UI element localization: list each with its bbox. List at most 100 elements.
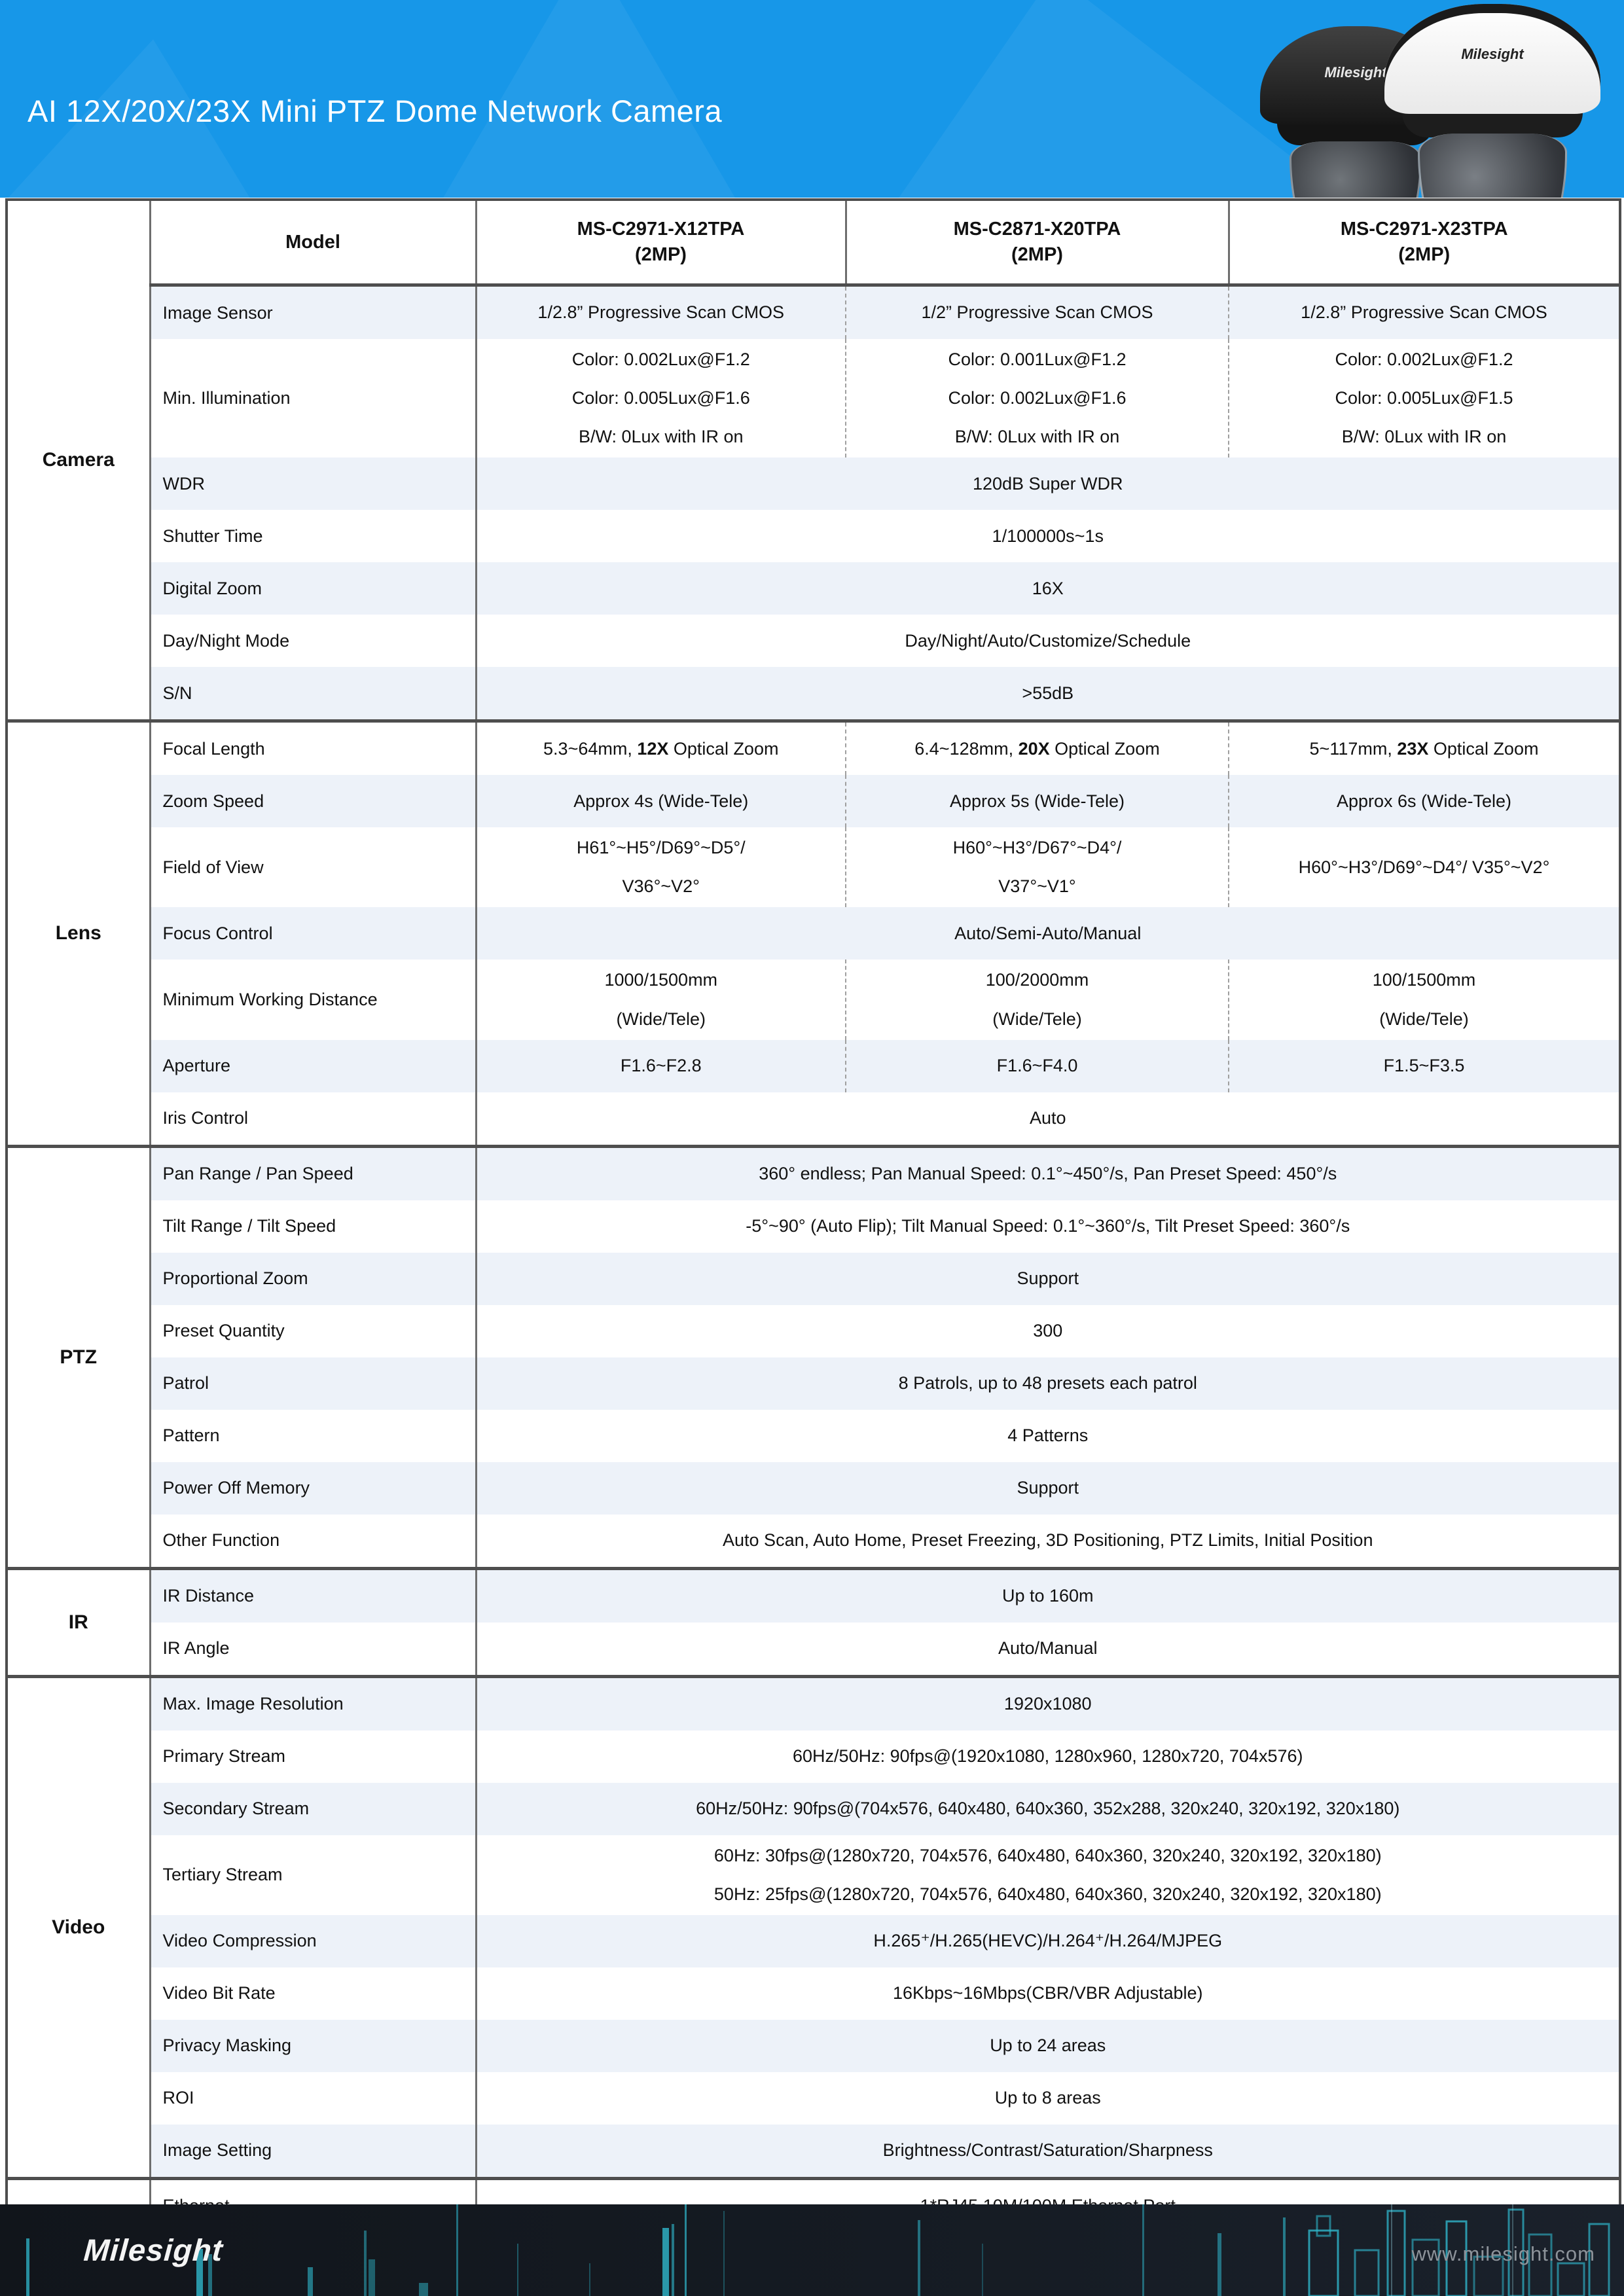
spec-row: Shutter Time 1/100000s~1s [7, 510, 1620, 563]
spec-value-cell: >55dB [476, 667, 1620, 721]
spec-label-cell: Power Off Memory [150, 1462, 477, 1515]
spec-value-cell: 120dB Super WDR [476, 457, 1620, 511]
spec-value-cell-model-3: H60°~H3°/D69°~D4°/ V35°~V2° [1228, 827, 1620, 908]
product-image: Milesight Milesight [1260, 4, 1600, 198]
spec-label-cell: Max. Image Resolution [150, 1674, 477, 1731]
spec-label-cell: IR Angle [150, 1622, 477, 1677]
spec-row: Tilt Range / Tilt Speed -5°~90° (Auto Fli… [7, 1200, 1620, 1253]
spec-value-cell-model-2: Color: 0.001Lux@F1.2 Color: 0.002Lux@F1.6… [845, 339, 1229, 458]
spec-label-cell: Privacy Masking [150, 2019, 477, 2072]
spec-label-cell: WDR [150, 457, 477, 511]
spec-row: Video Bit Rate 16Kbps~16Mbps(CBR/VBR Adju… [7, 1967, 1620, 2020]
spec-row: Tertiary Stream 60Hz: 30fps@(1280x720, 70… [7, 1835, 1620, 1915]
spec-value-cell: 300 [1033, 1321, 1063, 1341]
spec-value-cell-model-1: 1000/1500mm (Wide/Tele) [604, 970, 718, 1029]
camera-dome [1290, 141, 1422, 198]
spec-row: Patrol 8 Patrols, up to 48 presets each p… [7, 1357, 1620, 1410]
spec-value-cell-model-3: Color: 0.002Lux@F1.2 Color: 0.005Lux@F1.5… [1228, 339, 1620, 458]
spec-row: Pattern 4 Patterns [7, 1409, 1620, 1462]
spec-row: S/N >55dB [7, 667, 1620, 721]
category-cell-camera: Camera [7, 200, 151, 721]
spec-row: Video Compression H.265⁺/H.265(HEVC)/H.26… [7, 1914, 1620, 1967]
category-cell-lens: Lens [7, 719, 151, 1147]
spec-label-cell: Minimum Working Distance [150, 960, 477, 1040]
spec-label-cell: Video Compression [150, 1914, 477, 1967]
spec-value-cell-model-3: 1/2.8” Progressive Scan CMOS [1228, 283, 1620, 339]
spec-label-cell: Min. Illumination [150, 339, 477, 458]
spec-value-cell: Auto Scan, Auto Home, Preset Freezing, 3… [723, 1530, 1373, 1551]
spec-value-cell-model-3: F1.5~F3.5 [1228, 1039, 1620, 1092]
model-corner-header: Model [150, 200, 477, 285]
spec-label-cell: S/N [150, 667, 477, 721]
spec-label-cell: Video Bit Rate [150, 1967, 477, 2020]
spec-row: Lens Focal Length 5.3~64mm, 12X Optical Zo… [7, 719, 1620, 1147]
spec-row: IR IR Distance Up to 160m [7, 1566, 1620, 1677]
spec-value-cell: H.265⁺/H.265(HEVC)/H.264⁺/H.264/MJPEG [476, 1914, 1620, 1967]
spec-value-cell-model-1: Color: 0.002Lux@F1.2 Color: 0.005Lux@F1.6… [571, 350, 750, 447]
spec-value-cell: Support [476, 1462, 1620, 1515]
spec-value-cell: Up to 160m [476, 1566, 1620, 1623]
spec-label-cell: Preset Quantity [150, 1304, 477, 1357]
spec-value-cell: 60Hz: 30fps@(1280x720, 704x576, 640x480,… [713, 1845, 1382, 1904]
spec-value-cell-model-2: F1.6~F4.0 [845, 1039, 1229, 1092]
spec-value-cell-model-2: 1/2” Progressive Scan CMOS [845, 283, 1229, 339]
spec-label-cell: Tilt Range / Tilt Speed [150, 1200, 477, 1253]
spec-row: Proportional Zoom Support [7, 1252, 1620, 1305]
footer-skyline-graphic [26, 2204, 1610, 2296]
spec-value-cell-model-1: 1/2.8” Progressive Scan CMOS [476, 283, 846, 339]
spec-label-cell: ROI [150, 2072, 477, 2125]
page-title: AI 12X/20X/23X Mini PTZ Dome Network Cam… [27, 94, 723, 128]
spec-row: Minimum Working Distance 1000/1500mm (Wide… [7, 960, 1620, 1040]
website-link[interactable]: www.milesight.com [1411, 2242, 1595, 2265]
spec-label-cell: Field of View [150, 827, 477, 908]
spec-label-cell: Image Setting [150, 2124, 477, 2179]
spec-value-cell-model-3: Approx 6s (Wide-Tele) [1228, 775, 1620, 828]
spec-row: Focus Control Auto/Semi-Auto/Manual [7, 907, 1620, 960]
spec-label-cell: IR Distance [150, 1566, 477, 1623]
spec-row: ROI Up to 8 areas [7, 2072, 1620, 2125]
spec-label-cell: Patrol [150, 1357, 477, 1410]
spec-value-cell-model-2: Approx 5s (Wide-Tele) [845, 775, 1229, 828]
spec-row: IR Angle Auto/Manual [7, 1622, 1620, 1677]
spec-row: Field of View H61°~H5°/D69°~D5°/V36°~V2° H… [7, 827, 1620, 908]
spec-value-cell-model-2: H60°~H3°/D67°~D4°/V37°~V1° [845, 827, 1229, 908]
spec-value-cell: 360° endless; Pan Manual Speed: 0.1°~450… [476, 1144, 1620, 1200]
spec-value-cell-model-2: 6.4~128mm, 20X Optical Zoom [845, 719, 1229, 776]
spec-value-cell: Brightness/Contrast/Saturation/Sharpness [476, 2124, 1620, 2179]
spec-value-cell: 16Kbps~16Mbps(CBR/VBR Adjustable) [892, 1983, 1203, 2003]
spec-value-cell: 60Hz/50Hz: 90fps@(1920x1080, 1280x960, 1… [793, 1746, 1303, 1767]
spec-value-cell: Up to 8 areas [994, 2088, 1101, 2108]
spec-row: Secondary Stream 60Hz/50Hz: 90fps@(704x57… [7, 1782, 1620, 1835]
spec-value-cell: Day/Night/Auto/Customize/Schedule [905, 630, 1191, 651]
spec-row: Preset Quantity 300 [7, 1304, 1620, 1357]
spec-value-cell: 8 Patrols, up to 48 presets each patrol [476, 1357, 1620, 1410]
spec-label-cell: Other Function [150, 1514, 477, 1569]
spec-row: Other Function Auto Scan, Auto Home, Pres… [7, 1514, 1620, 1569]
spec-row: Video Max. Image Resolution 1920x1080 [7, 1674, 1620, 2179]
model-header-row: Camera Model MS-C2971-X12TPA (2MP) MS-C2871-… [7, 200, 1620, 721]
spec-label-cell: Focus Control [150, 907, 477, 960]
category-cell-ir: IR [7, 1566, 151, 1677]
spec-row: WDR 120dB Super WDR [7, 457, 1620, 511]
model-header-1: MS-C2971-X12TPA (2MP) [476, 200, 846, 285]
category-cell-ptz: PTZ [7, 1144, 151, 1569]
model-header-3: MS-C2971-X23TPA (2MP) [1227, 200, 1620, 285]
spec-row: Privacy Masking Up to 24 areas [7, 2019, 1620, 2072]
spec-value-cell-model-3: 5~117mm, 23X Optical Zoom [1228, 719, 1620, 776]
spec-row: Primary Stream 60Hz/50Hz: 90fps@(1920x108… [7, 1730, 1620, 1783]
spec-row: Power Off Memory Support [7, 1462, 1620, 1515]
spec-label-cell: Day/Night Mode [150, 615, 477, 668]
spec-value-cell-model-2: 100/2000mm (Wide/Tele) [845, 960, 1229, 1040]
spec-label-cell: Iris Control [150, 1092, 477, 1147]
spec-value-cell: Support [476, 1252, 1620, 1305]
spec-label-cell: Pattern [150, 1409, 477, 1462]
dome-camera-white: Milesight [1384, 4, 1600, 198]
spec-row: Digital Zoom 16X [7, 562, 1620, 615]
spec-value-cell: -5°~90° (Auto Flip); Tilt Manual Speed: … [746, 1216, 1350, 1236]
spec-label-cell: Zoom Speed [150, 775, 477, 828]
spec-value-cell: 4 Patterns [1007, 1426, 1089, 1446]
spec-table-wrap: Camera Model MS-C2971-X12TPA (2MP) MS-C2871-… [5, 198, 1621, 2296]
spec-value-cell: 16X [476, 562, 1620, 615]
spec-table: Camera Model MS-C2971-X12TPA (2MP) MS-C2871-… [5, 198, 1621, 2296]
